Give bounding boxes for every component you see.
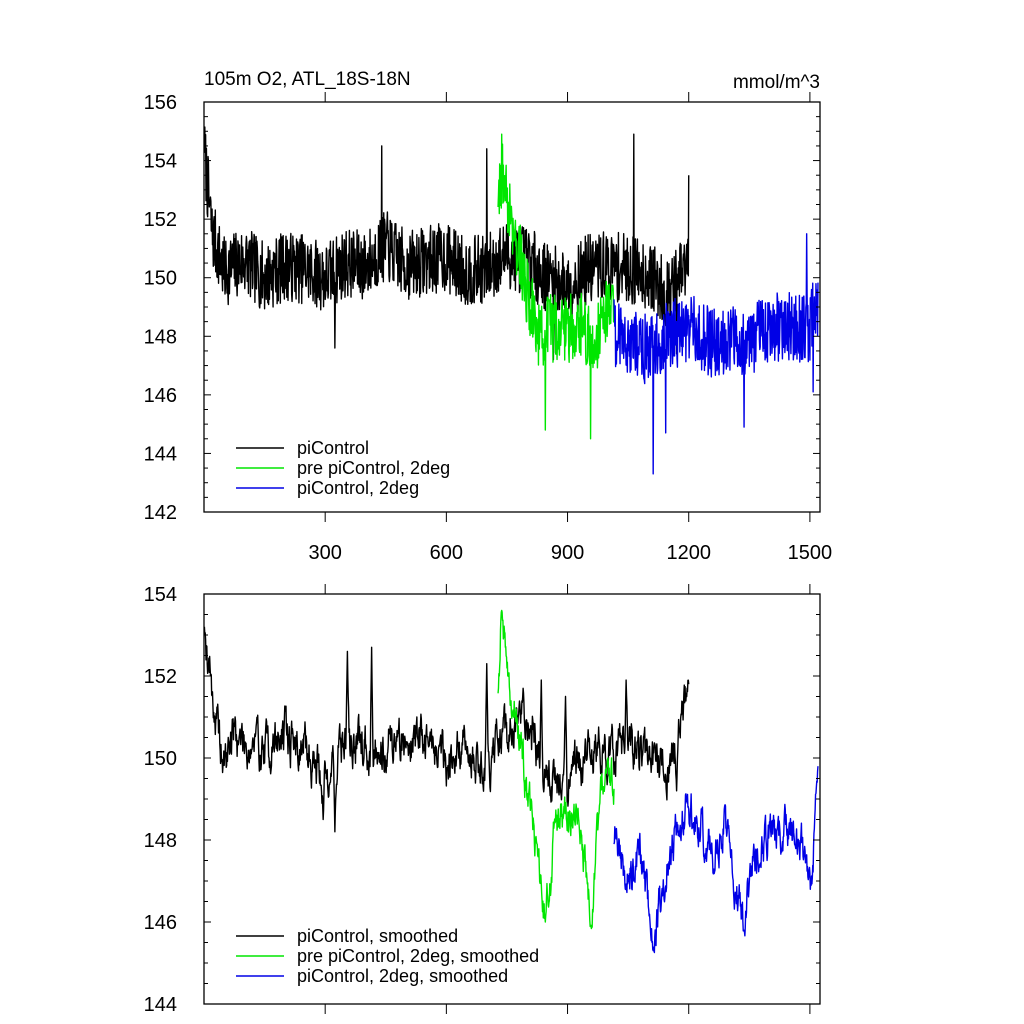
legend-label: pre piControl, 2deg, smoothed (297, 946, 539, 966)
bottom-panel: 144 146 148 150 152 154 piControl, smoothedpr… (144, 584, 821, 1016)
legend-label: piControl, 2deg, smoothed (297, 966, 508, 986)
y-tick-label: 150 (144, 748, 177, 770)
y-tick-label: 154 (144, 151, 177, 173)
series-line-2 (613, 766, 819, 954)
legend-label: piControl, 2deg (297, 478, 419, 498)
series-line-0 (203, 126, 690, 361)
top-panel: 105m O2, ATL_18S-18N mmol/m^3 1421441461… (144, 69, 833, 564)
y-tick-label: 154 (144, 584, 177, 606)
y-tick-label: 148 (144, 830, 177, 852)
legend-label: piControl (297, 438, 369, 458)
y-tick-label: 144 (144, 443, 177, 465)
y-tick-label: 152 (144, 209, 177, 231)
y-tick-label: 150 (144, 268, 177, 290)
x-tick-label: 600 (430, 542, 463, 564)
y-tick-label: 144 (144, 994, 177, 1016)
bottom-series-group (203, 609, 819, 954)
chart-title: 105m O2, ATL_18S-18N (204, 69, 411, 90)
x-tick-label: 900 (551, 542, 584, 564)
y-tick-label: 146 (144, 912, 177, 934)
legend-label: piControl, smoothed (297, 926, 458, 946)
bottom-ticks: 144 146 148 150 152 154 (144, 584, 820, 1016)
series-line-1 (497, 609, 615, 930)
units-label: mmol/m^3 (733, 72, 820, 93)
x-tick-label: 1200 (666, 542, 711, 564)
y-tick-label: 156 (144, 92, 177, 114)
series-line-1 (497, 133, 615, 440)
top-ticks: 142 144 146 148 150 152 154 156 300 600 900 1200 150… (144, 92, 833, 564)
legend-label: pre piControl, 2deg (297, 458, 450, 478)
series-line-2 (613, 233, 819, 475)
x-tick-label: 300 (308, 542, 341, 564)
y-tick-label: 148 (144, 326, 177, 348)
y-tick-label: 146 (144, 385, 177, 407)
y-tick-label: 152 (144, 666, 177, 688)
series-line-0 (203, 626, 690, 833)
y-tick-label: 142 (144, 502, 177, 524)
x-tick-label: 1500 (788, 542, 833, 564)
top-series-group (203, 126, 819, 475)
